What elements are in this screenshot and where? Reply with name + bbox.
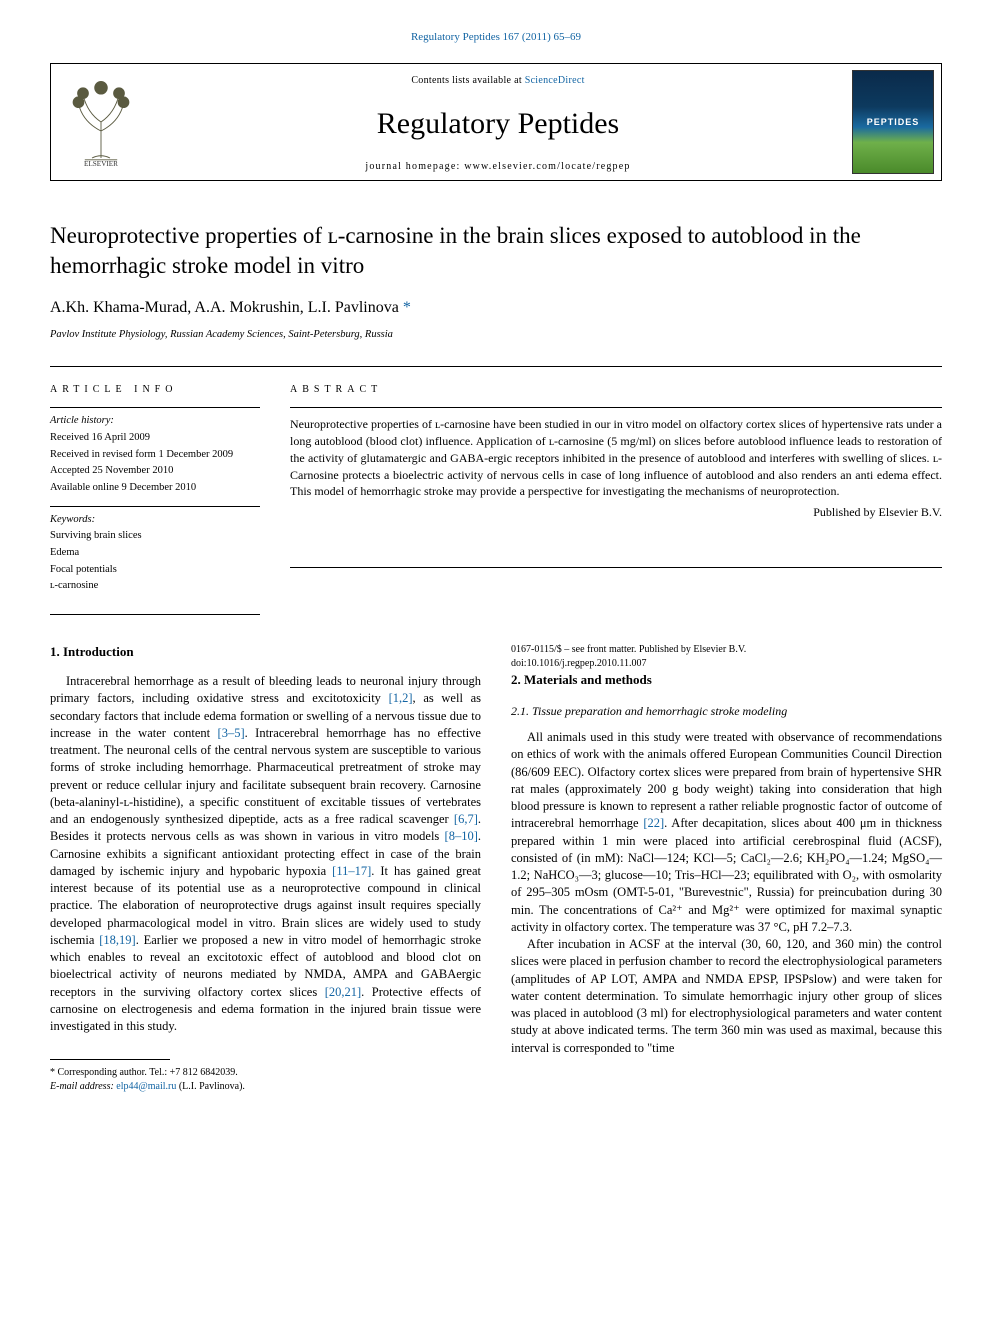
info-bottom-divider xyxy=(50,614,260,615)
homepage-url: www.elsevier.com/locate/regpep xyxy=(464,161,630,172)
journal-header-center: Contents lists available at ScienceDirec… xyxy=(151,64,845,180)
svg-text:ELSEVIER: ELSEVIER xyxy=(84,160,118,167)
doi-line: doi:10.1016/j.regpep.2010.11.007 xyxy=(511,657,942,671)
body-two-columns: 1. Introduction Intracerebral hemorrhage… xyxy=(50,643,942,1094)
keyword-3: Focal potentials xyxy=(50,563,260,578)
running-head-citation: 167 (2011) 65–69 xyxy=(503,31,581,43)
journal-name: Regulatory Peptides xyxy=(151,103,845,145)
article-history-head: Article history: xyxy=(50,414,260,429)
published-by: Published by Elsevier B.V. xyxy=(290,504,942,521)
bottom-meta: 0167-0115/$ – see front matter. Publishe… xyxy=(511,643,942,671)
sciencedirect-link[interactable]: ScienceDirect xyxy=(525,75,585,86)
contents-prefix: Contents lists available at xyxy=(411,75,524,86)
corr-label: * Corresponding author. Tel.: xyxy=(50,1067,170,1078)
footnote-separator xyxy=(50,1059,170,1060)
abstract-divider xyxy=(290,407,942,408)
section-1-heading: 1. Introduction xyxy=(50,643,481,661)
history-accepted: Accepted 25 November 2010 xyxy=(50,464,260,479)
history-revised: Received in revised form 1 December 2009 xyxy=(50,448,260,463)
authors-text: A.Kh. Khama-Murad, A.A. Mokrushin, L.I. … xyxy=(50,299,399,316)
keyword-4: ʟ-carnosine xyxy=(50,579,260,594)
publisher-logo: ELSEVIER xyxy=(51,64,151,180)
journal-header-box: ELSEVIER Contents lists available at Sci… xyxy=(50,63,942,181)
journal-cover-thumb: PEPTIDES xyxy=(852,70,934,174)
journal-homepage-line: journal homepage: www.elsevier.com/locat… xyxy=(151,160,845,174)
email-footnote: E-mail address: elp44@mail.ru (L.I. Pavl… xyxy=(50,1080,481,1094)
corresponding-footnote: * Corresponding author. Tel.: +7 812 684… xyxy=(50,1066,481,1080)
elsevier-tree-icon: ELSEVIER xyxy=(61,77,141,167)
running-head-link[interactable]: Regulatory Peptides 167 (2011) 65–69 xyxy=(411,31,581,43)
corresponding-author-mark[interactable]: * xyxy=(403,299,411,316)
keywords-head: Keywords: xyxy=(50,513,260,528)
issn-line: 0167-0115/$ – see front matter. Publishe… xyxy=(511,643,942,657)
intro-paragraph: Intracerebral hemorrhage as a result of … xyxy=(50,673,481,1035)
cover-text: PEPTIDES xyxy=(867,116,920,129)
running-head-journal: Regulatory Peptides xyxy=(411,31,500,43)
running-head: Regulatory Peptides 167 (2011) 65–69 xyxy=(50,30,942,45)
email-link[interactable]: elp44@mail.ru xyxy=(116,1081,176,1092)
info-abstract-row: article info Article history: Received 1… xyxy=(50,367,942,614)
homepage-label: journal homepage: xyxy=(365,161,464,172)
footnote-block: * Corresponding author. Tel.: +7 812 684… xyxy=(50,1059,481,1094)
methods-p2: After incubation in ACSF at the interval… xyxy=(511,936,942,1057)
abstract-column: abstract Neuroprotective properties of ʟ… xyxy=(290,383,942,596)
affiliation: Pavlov Institute Physiology, Russian Aca… xyxy=(50,328,942,343)
info-divider-2 xyxy=(50,506,260,507)
doi-link[interactable]: 10.1016/j.regpep.2010.11.007 xyxy=(527,658,647,669)
article-info-column: article info Article history: Received 1… xyxy=(50,383,260,596)
methods-p1: All animals used in this study were trea… xyxy=(511,729,942,936)
keyword-1: Surviving brain slices xyxy=(50,529,260,544)
article-title: Neuroprotective properties of ʟ-carnosin… xyxy=(50,221,942,281)
info-divider xyxy=(50,407,260,408)
corr-tel: +7 812 6842039. xyxy=(170,1067,238,1078)
author-list: A.Kh. Khama-Murad, A.A. Mokrushin, L.I. … xyxy=(50,297,942,319)
abstract-divider-bottom xyxy=(290,567,942,568)
section-2-heading: 2. Materials and methods xyxy=(511,671,942,689)
article-info-heading: article info xyxy=(50,383,260,397)
email-label: E-mail address: xyxy=(50,1081,116,1092)
section-2-1-heading: 2.1. Tissue preparation and hemorrhagic … xyxy=(511,703,942,720)
abstract-heading: abstract xyxy=(290,383,942,397)
history-received: Received 16 April 2009 xyxy=(50,431,260,446)
contents-available-line: Contents lists available at ScienceDirec… xyxy=(151,74,845,88)
keyword-2: Edema xyxy=(50,546,260,561)
history-online: Available online 9 December 2010 xyxy=(50,481,260,496)
abstract-text: Neuroprotective properties of ʟ-carnosin… xyxy=(290,416,942,500)
email-suffix: (L.I. Pavlinova). xyxy=(176,1081,245,1092)
journal-cover-thumb-wrap: PEPTIDES xyxy=(845,64,941,180)
